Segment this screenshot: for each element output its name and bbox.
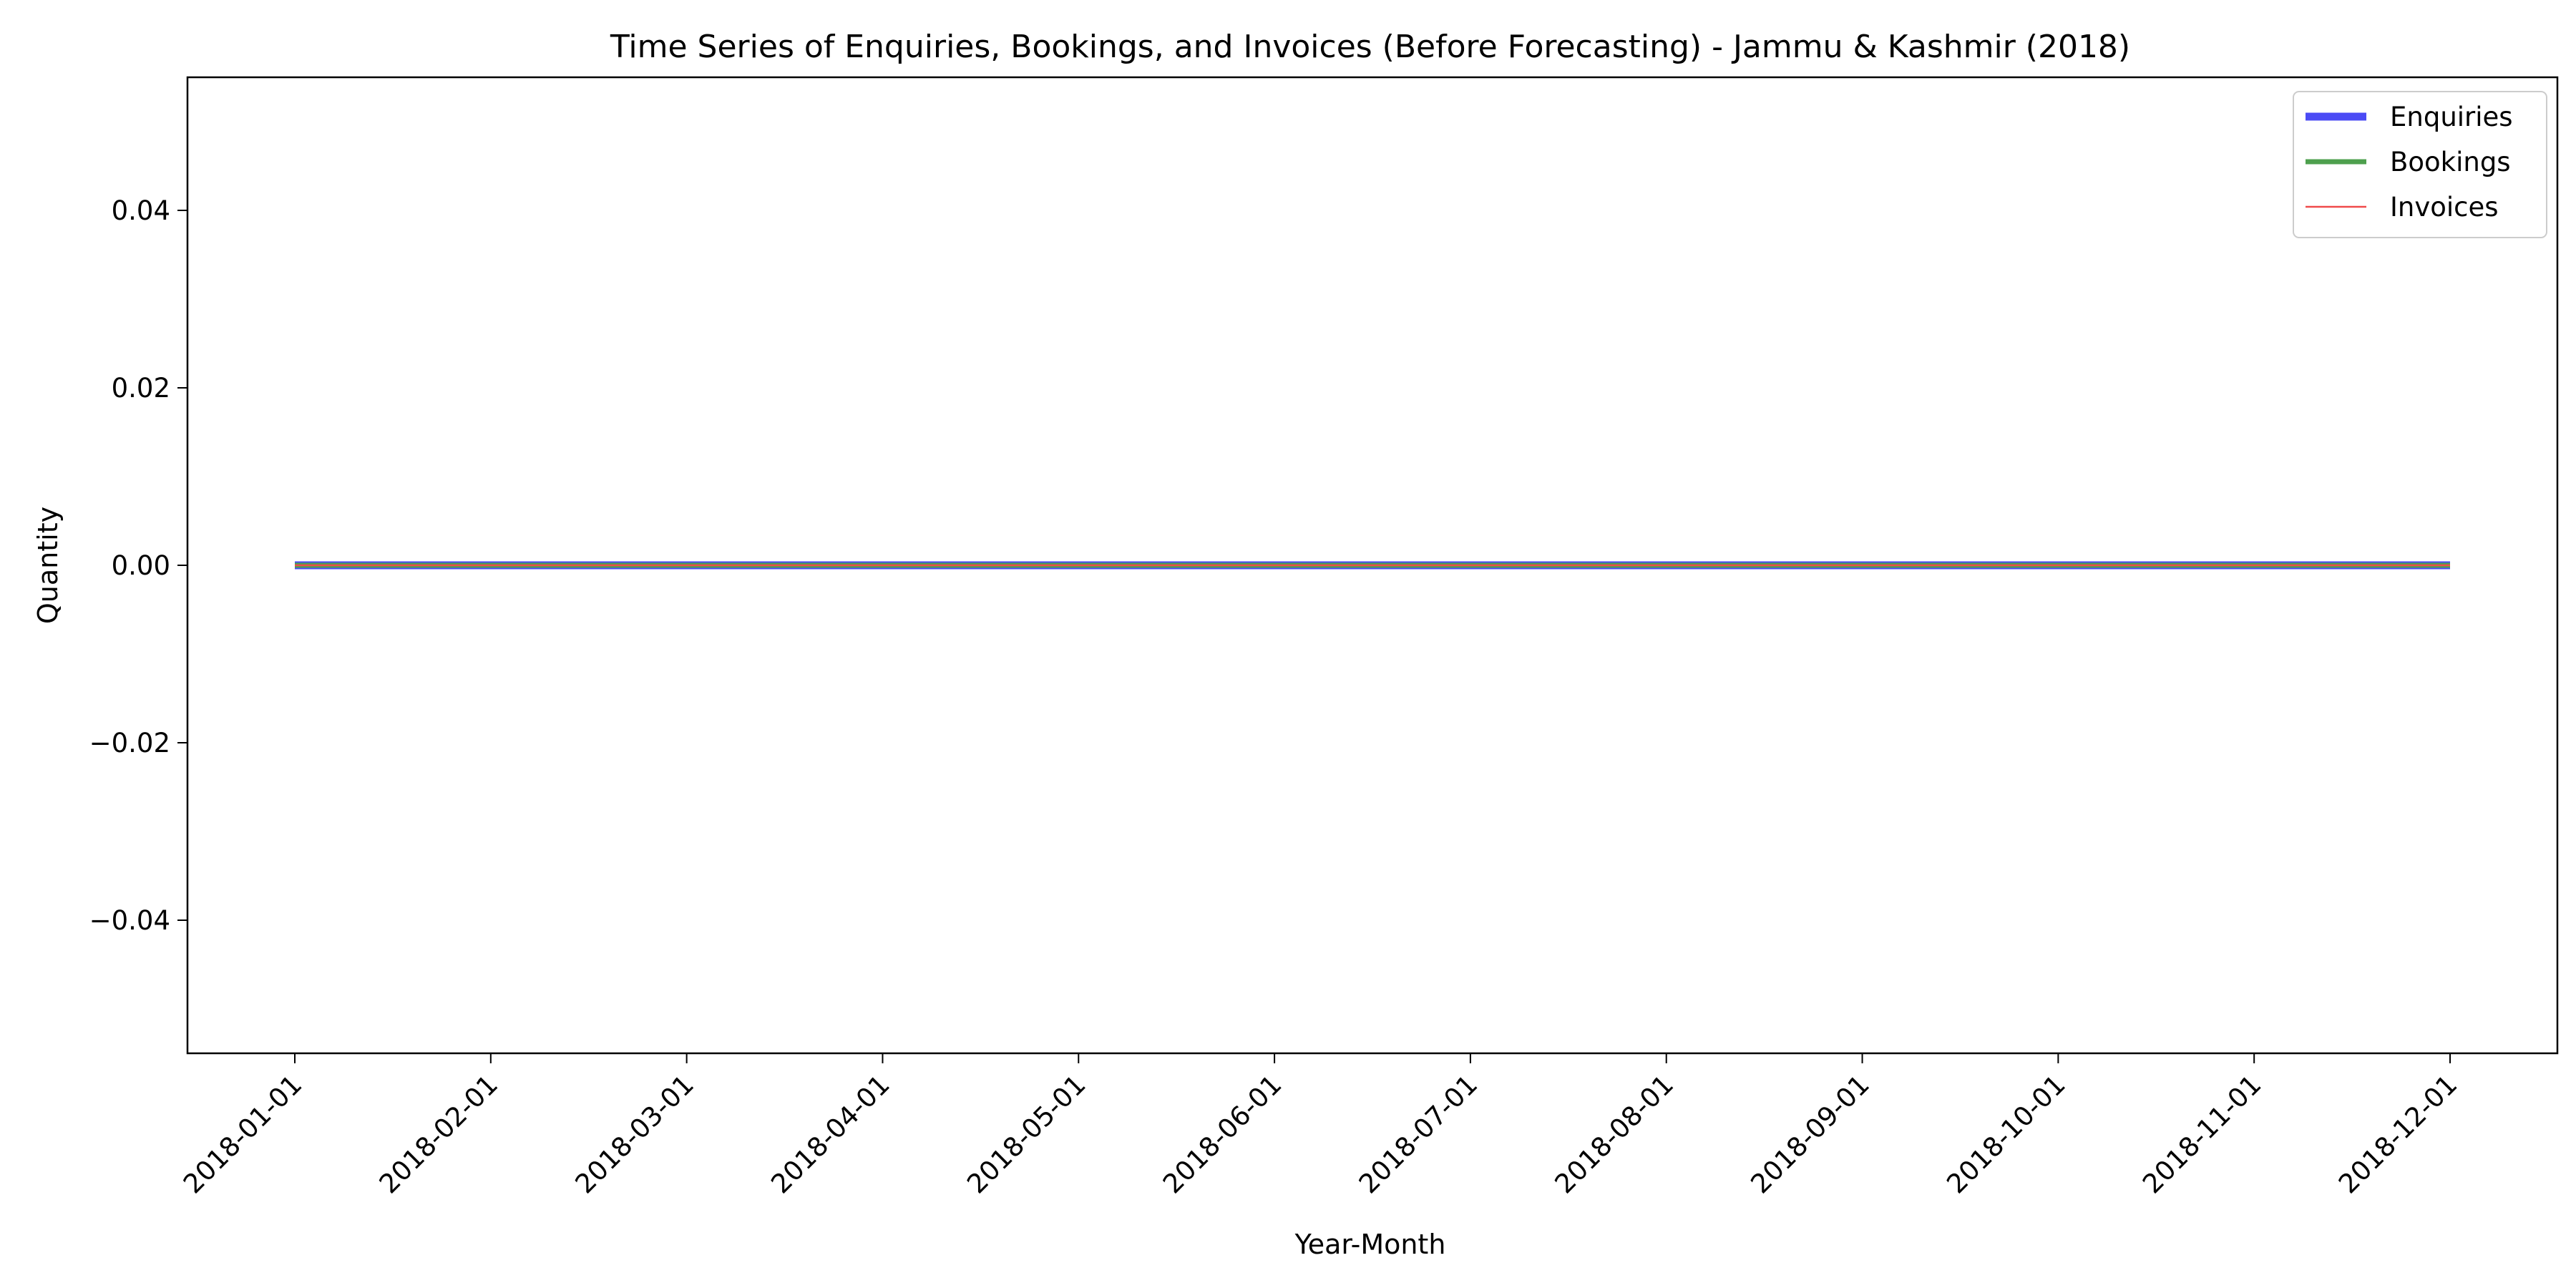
x-axis-label: Year-Month	[1294, 1229, 1446, 1260]
chart-title: Time Series of Enquiries, Bookings, and …	[610, 29, 2130, 65]
legend: Enquiries Bookings Invoices	[2293, 91, 2547, 238]
y-axis: −0.04 −0.02 0.00 0.02 0.04	[89, 195, 187, 936]
y-tick-label: 0.00	[112, 550, 170, 581]
y-tick-label: −0.02	[89, 728, 170, 758]
y-tick-label: 0.02	[112, 373, 170, 404]
legend-box	[2293, 91, 2547, 238]
legend-label-enquiries: Enquiries	[2390, 102, 2513, 132]
y-axis-label: Quantity	[32, 507, 64, 624]
plot-frame	[186, 76, 2559, 1055]
y-tick-label: 0.04	[112, 195, 170, 226]
legend-label-invoices: Invoices	[2390, 192, 2499, 223]
y-tick-label: −0.04	[89, 905, 170, 936]
frame-layer	[186, 76, 2559, 1055]
legend-label-bookings: Bookings	[2390, 147, 2511, 177]
